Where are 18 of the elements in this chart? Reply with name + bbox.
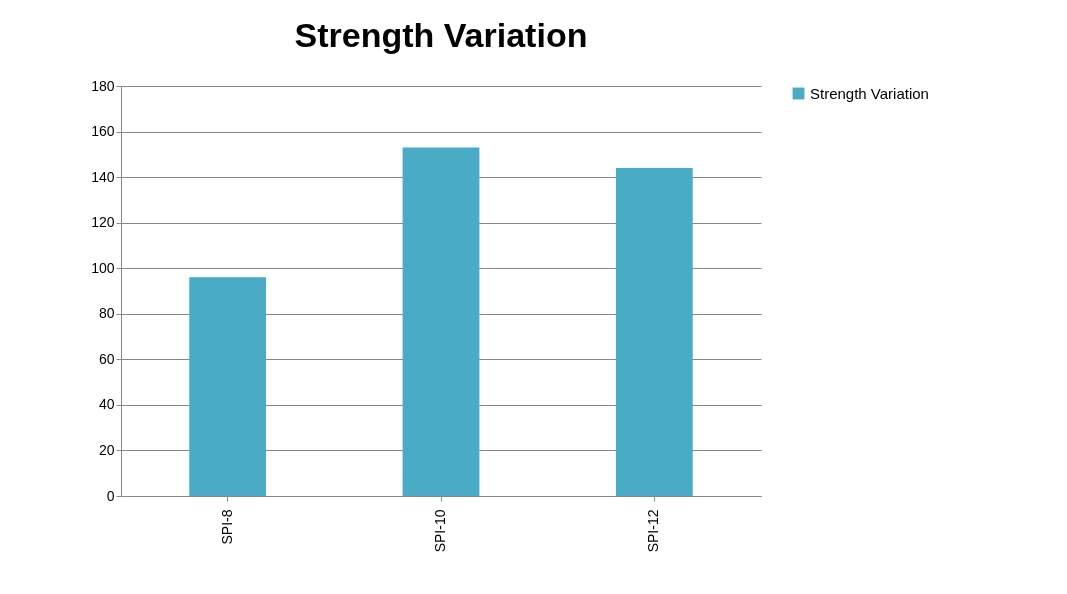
y-tick-label: 80 [98, 305, 115, 322]
y-tick-label: 40 [98, 396, 115, 413]
legend-label: Strength Variation [810, 84, 929, 102]
y-tick-label: 100 [91, 259, 115, 276]
bar [189, 277, 267, 496]
y-tick-label: 120 [91, 214, 115, 231]
y-tick-label: 180 [91, 77, 115, 94]
y-tick-label: 160 [91, 123, 115, 140]
y-tick-label: 140 [91, 168, 115, 185]
bar [402, 147, 480, 496]
x-tick-label: SPI-10 [432, 509, 448, 553]
bar [615, 168, 693, 496]
x-tick-label: SPI-8 [218, 509, 235, 545]
x-tick-label: SPI-12 [645, 509, 662, 553]
y-tick-label: 60 [98, 350, 115, 367]
chart-title: Strength Variation [294, 16, 588, 54]
y-tick-label: 0 [106, 487, 115, 504]
y-tick-label: 20 [98, 441, 115, 458]
